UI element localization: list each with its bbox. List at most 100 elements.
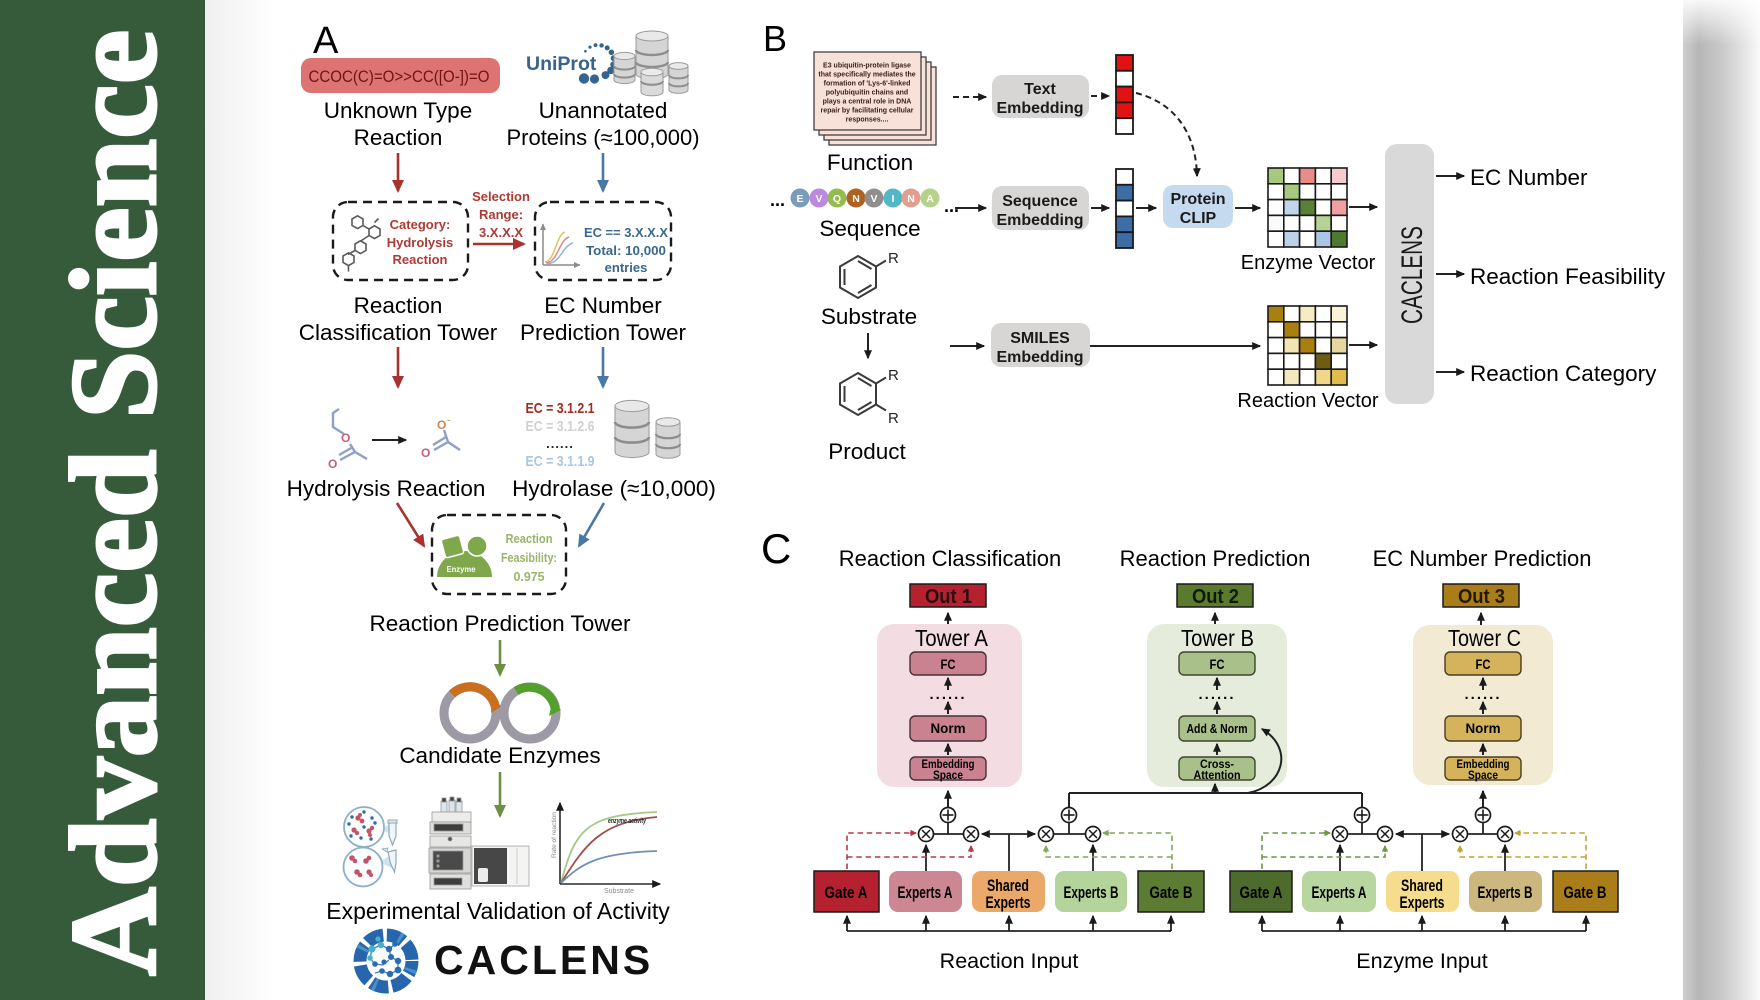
svg-text:...: ... [770, 190, 785, 210]
svg-text:CLIP: CLIP [1180, 210, 1217, 227]
svg-text:Reaction: Reaction [354, 293, 443, 318]
svg-text:Embedding: Embedding [1457, 759, 1510, 771]
svg-text:Experts: Experts [986, 893, 1031, 912]
svg-text:Embedding: Embedding [922, 759, 975, 771]
svg-text:Experts A: Experts A [898, 883, 953, 902]
svg-text:-: - [447, 415, 450, 426]
svg-text:Text: Text [1024, 81, 1056, 98]
svg-text:plays a central role in DNA: plays a central role in DNA [823, 99, 912, 106]
svg-text:Add & Norm: Add & Norm [1187, 721, 1248, 736]
svg-text:Unannotated: Unannotated [539, 98, 668, 123]
svg-text:Product: Product [828, 439, 906, 464]
svg-text:Gate A: Gate A [825, 883, 868, 902]
svg-text:Hydrolase (≈10,000): Hydrolase (≈10,000) [512, 476, 716, 501]
svg-text:Enzyme Vector: Enzyme Vector [1241, 252, 1376, 274]
svg-text:Out 1: Out 1 [925, 586, 972, 608]
svg-text:EC Number Prediction: EC Number Prediction [1373, 546, 1592, 571]
svg-text:Space: Space [1468, 770, 1498, 782]
svg-text:enzyme activity: enzyme activity [608, 816, 647, 825]
svg-text:SMILES: SMILES [1010, 330, 1070, 347]
svg-text:A: A [926, 193, 934, 205]
svg-text:repair by facilitating cellula: repair by facilitating cellular [821, 108, 914, 115]
svg-text:N: N [852, 193, 860, 205]
svg-text:Out 3: Out 3 [1458, 586, 1505, 608]
svg-text:......: ...... [929, 686, 966, 703]
svg-text:Out 2: Out 2 [1192, 586, 1239, 608]
svg-text:Reaction Input: Reaction Input [940, 949, 1079, 973]
svg-text:Tower A: Tower A [915, 625, 989, 651]
svg-text:B: B [763, 18, 787, 59]
svg-text:Enzyme: Enzyme [447, 564, 476, 574]
svg-text:Function: Function [827, 150, 913, 175]
svg-text:Reaction Category: Reaction Category [1470, 361, 1657, 386]
svg-text:A: A [313, 20, 339, 62]
svg-text:Classification Tower: Classification Tower [299, 320, 498, 345]
svg-text:EC = 3.1.2.6: EC = 3.1.2.6 [526, 418, 595, 435]
svg-text:Substrate: Substrate [604, 888, 634, 895]
svg-text:I: I [892, 193, 895, 205]
svg-text:Substrate: Substrate [821, 304, 917, 329]
svg-text:Reaction: Reaction [354, 125, 443, 150]
svg-text:......: ...... [1464, 686, 1501, 703]
svg-text:Embedding: Embedding [996, 349, 1083, 366]
svg-text:Sequence: Sequence [819, 216, 920, 241]
svg-text:Shared: Shared [987, 876, 1029, 895]
svg-text:Experts: Experts [1400, 893, 1445, 912]
svg-text:Gate B: Gate B [1564, 883, 1607, 902]
svg-text:......: ...... [546, 436, 574, 451]
svg-text:V: V [815, 193, 822, 205]
svg-text:UniProt: UniProt [526, 53, 597, 75]
svg-text:Advanced Science: Advanced Science [45, 30, 182, 976]
svg-text:Embedding: Embedding [996, 100, 1083, 117]
svg-text:FC: FC [941, 656, 956, 672]
svg-text:E3 ubiquitin-protein ligase: E3 ubiquitin-protein ligase [823, 63, 911, 70]
svg-text:Experimental Validation of Act: Experimental Validation of Activity [326, 898, 670, 924]
svg-text:Gate B: Gate B [1150, 883, 1193, 902]
svg-text:Reaction Prediction: Reaction Prediction [1120, 546, 1311, 571]
svg-text:Hydrolysis: Hydrolysis [387, 235, 453, 250]
svg-text:3.X.X.X: 3.X.X.X [479, 225, 523, 240]
svg-text:EC = 3.1.2.1: EC = 3.1.2.1 [526, 400, 595, 417]
svg-text:R: R [888, 410, 899, 427]
svg-text:...: ... [944, 196, 959, 216]
svg-text:O: O [328, 457, 337, 471]
svg-text:O: O [437, 418, 446, 432]
svg-text:Q: Q [833, 193, 841, 205]
svg-text:Reaction Prediction Tower: Reaction Prediction Tower [370, 611, 631, 636]
svg-text:Hydrolysis Reaction: Hydrolysis Reaction [287, 476, 486, 501]
svg-text:E: E [796, 193, 803, 205]
svg-text:Proteins (≈100,000): Proteins (≈100,000) [506, 125, 699, 150]
svg-text:O: O [421, 446, 430, 460]
svg-text:EC Number: EC Number [1470, 165, 1588, 190]
svg-text:R: R [888, 367, 899, 384]
svg-text:FC: FC [1210, 656, 1225, 672]
svg-text:Norm: Norm [931, 721, 966, 736]
svg-text:Embedding: Embedding [996, 212, 1083, 229]
svg-text:0.975: 0.975 [514, 569, 545, 584]
svg-text:CACLENS: CACLENS [434, 937, 653, 983]
svg-text:Norm: Norm [1466, 721, 1501, 736]
svg-text:polyubiquitin chains and: polyubiquitin chains and [826, 90, 908, 97]
svg-text:EC == 3.X.X.X: EC == 3.X.X.X [584, 225, 668, 240]
svg-text:C: C [761, 525, 791, 572]
svg-text:formation of 'Lys-6'-linked: formation of 'Lys-6'-linked [824, 81, 911, 88]
svg-text:Tower C: Tower C [1448, 625, 1521, 651]
svg-text:Rate of reaction: Rate of reaction [551, 812, 558, 858]
svg-text:FC: FC [1476, 656, 1491, 672]
svg-text:Reaction Vector: Reaction Vector [1237, 390, 1379, 412]
svg-text:Enzyme Input: Enzyme Input [1356, 949, 1487, 973]
svg-text:Experts A: Experts A [1312, 883, 1367, 902]
svg-text:Shared: Shared [1401, 876, 1443, 895]
svg-text:V: V [870, 193, 877, 205]
svg-text:Prediction Tower: Prediction Tower [520, 320, 686, 345]
svg-text:entries: entries [605, 260, 648, 275]
svg-text:Reaction Feasibility: Reaction Feasibility [1470, 264, 1666, 289]
svg-text:EC = 3.1.1.9: EC = 3.1.1.9 [526, 453, 595, 470]
svg-text:Reaction: Reaction [506, 531, 553, 546]
svg-text:Reaction Classification: Reaction Classification [839, 546, 1062, 571]
svg-text:Experts B: Experts B [1478, 883, 1533, 902]
svg-text:Experts B: Experts B [1064, 883, 1119, 902]
svg-text:EC Number: EC Number [544, 293, 662, 318]
svg-text:Unknown Type: Unknown Type [324, 98, 472, 123]
svg-text:R: R [888, 250, 899, 267]
